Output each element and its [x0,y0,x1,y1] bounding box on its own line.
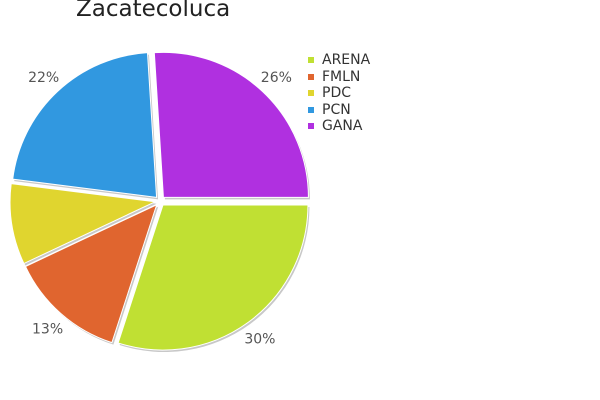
pie-slice-pcn [12,52,158,198]
legend-swatch [308,57,314,64]
pie-label-pcn: 22% [28,70,59,86]
pie-slice-arena [117,204,309,351]
chart-title: Zacatecoluca [76,0,231,22]
legend-swatch [308,123,314,130]
legend-swatch [308,73,314,80]
legend-item-arena: ARENA [308,52,370,69]
legend: ARENA FMLN PDC PCN GANA [308,52,370,135]
pie-slice-pdc [9,183,157,265]
pie-label-arena: 30% [244,332,275,348]
legend-item-gana: GANA [308,118,370,135]
legend-item-pcn: PCN [308,102,370,119]
legend-item-fmln: FMLN [308,69,370,86]
legend-label: PCN [322,101,351,118]
legend-swatch [308,106,314,113]
pie-slice-gana [153,51,309,198]
legend-label: PDC [322,85,351,102]
pie-label-fmln: 13% [32,322,63,338]
legend-label: FMLN [322,68,361,85]
legend-item-pdc: PDC [308,85,370,102]
legend-label: ARENA [322,52,371,69]
pie-slice-fmln [24,203,158,344]
pie-label-gana: 26% [261,70,292,86]
pie-labels: 30%13%%22%26% [28,70,292,348]
pie-slices [9,51,310,353]
legend-swatch [308,90,314,97]
legend-label: GANA [322,118,363,135]
